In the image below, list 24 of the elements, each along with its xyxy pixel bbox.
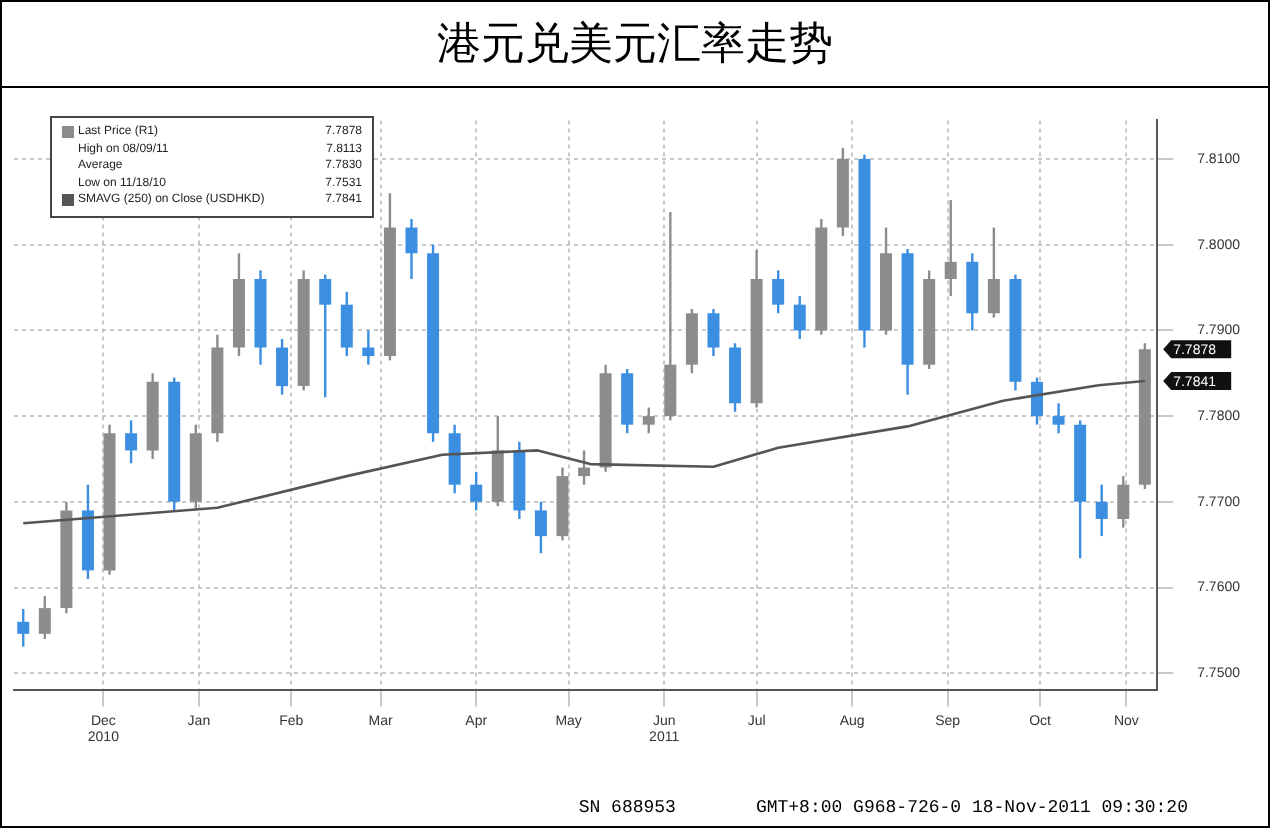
candlestick	[534, 500, 547, 555]
candlestick	[793, 294, 806, 341]
chart-title: 港元兑美元汇率走势	[2, 2, 1268, 88]
candlestick	[772, 269, 785, 315]
candlestick	[362, 329, 375, 366]
candlestick	[470, 470, 483, 512]
text: SN 688953	[578, 798, 676, 818]
candlestick	[707, 307, 720, 358]
candlestick	[944, 198, 957, 298]
candlestick	[405, 217, 418, 281]
candlestick	[125, 419, 138, 465]
candlestick	[578, 449, 591, 486]
candlestick	[276, 337, 289, 396]
candlestick	[17, 607, 30, 648]
candlestick	[1052, 402, 1065, 435]
candlestick	[1031, 376, 1044, 426]
candlestick	[38, 594, 51, 641]
candlestick	[642, 406, 655, 435]
candlestick	[1095, 483, 1108, 538]
candlestick	[1117, 474, 1130, 529]
candlestick	[319, 273, 332, 399]
candlestick	[987, 226, 1000, 319]
candlestick	[340, 290, 353, 358]
text: GMT+8:00 G968-726-0 18-Nov-2011 09:30:20	[755, 798, 1188, 818]
